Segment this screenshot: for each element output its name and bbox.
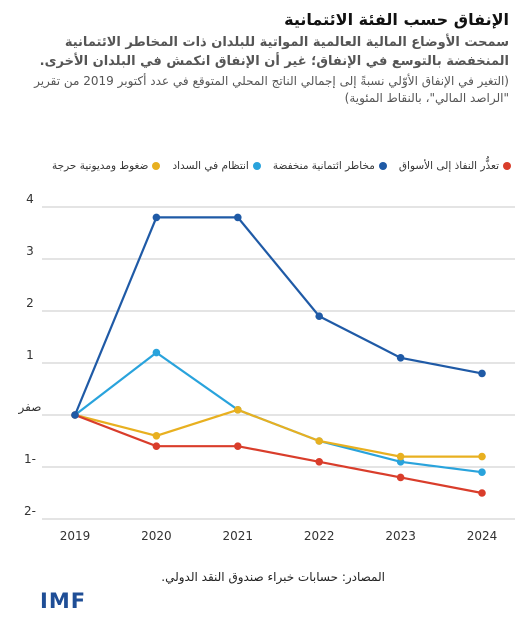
y-tick-label: 1 bbox=[26, 348, 34, 362]
legend-swatch bbox=[252, 162, 261, 170]
y-tick-label: 2 bbox=[26, 296, 34, 310]
y-tick-label: 4 bbox=[26, 192, 34, 206]
y-tick-label: 2- bbox=[24, 504, 36, 518]
legend-item: مخاطر ائتمانية منخفضة bbox=[273, 160, 387, 172]
data-point bbox=[315, 437, 324, 445]
legend-item: ضغوط ومديونية حرجة bbox=[52, 160, 161, 172]
data-point bbox=[152, 213, 161, 222]
data-point bbox=[71, 411, 79, 419]
x-tick-label: 2023 bbox=[385, 529, 416, 543]
legend-swatch bbox=[503, 162, 511, 170]
x-tick-label: 2020 bbox=[141, 529, 172, 543]
data-point bbox=[396, 458, 405, 466]
data-point bbox=[478, 468, 486, 477]
legend-label: ضغوط ومديونية حرجة bbox=[52, 160, 149, 172]
data-point bbox=[152, 432, 161, 440]
data-point bbox=[152, 442, 161, 451]
series-line bbox=[74, 408, 482, 458]
series-line bbox=[74, 413, 483, 495]
chart-title: الإنفاق حسب الفئة الائتمانية bbox=[284, 10, 509, 29]
data-point bbox=[315, 312, 324, 320]
legend-label: مخاطر ائتمانية منخفضة bbox=[272, 160, 375, 172]
data-point bbox=[234, 406, 242, 414]
legend-swatch bbox=[152, 162, 161, 170]
chart-subtitle: سمحت الأوضاع المالية العالمية المواتية ل… bbox=[39, 35, 509, 69]
chart-legend: تعذُّر النفاذ إلى الأسواق مخاطر ائتمانية … bbox=[11, 160, 511, 172]
data-point bbox=[396, 452, 405, 461]
legend-item: انتظام في السداد bbox=[172, 160, 261, 172]
data-point bbox=[478, 489, 486, 497]
x-tick-label: 2021 bbox=[223, 529, 254, 543]
imf-logo: IMF bbox=[40, 589, 87, 613]
line-chart: 4 3 2 1 صفر 1- 2- 2019 2020 2021 2022 2023 2024 bbox=[18, 192, 515, 543]
y-tick-label: صفر bbox=[18, 400, 42, 415]
x-tick-label: 2019 bbox=[60, 529, 91, 543]
series-line bbox=[73, 216, 483, 416]
data-point bbox=[152, 348, 161, 357]
chart-header: الإنفاق حسب الفئة الائتمانية سمحت الأوضا… bbox=[14, 10, 509, 107]
data-point bbox=[478, 369, 486, 378]
x-tick-label: 2024 bbox=[467, 529, 498, 543]
data-point bbox=[234, 213, 242, 222]
data-point bbox=[478, 452, 486, 461]
legend-label: تعذُّر النفاذ إلى الأسواق bbox=[398, 160, 499, 172]
data-point bbox=[396, 473, 405, 482]
legend-label: انتظام في السداد bbox=[172, 160, 249, 172]
legend-item: تعذُّر النفاذ إلى الأسواق bbox=[399, 160, 511, 172]
legend-swatch bbox=[378, 162, 387, 170]
data-point bbox=[396, 354, 405, 362]
y-tick-label: 3 bbox=[26, 244, 34, 258]
data-point bbox=[234, 442, 242, 451]
y-tick-label: 1- bbox=[24, 452, 36, 466]
chart-note: (التغير في الإنفاق الأوّلي نسبةً إلى إجم… bbox=[34, 74, 509, 105]
x-tick-label: 2022 bbox=[304, 529, 335, 543]
source-note: المصادر: حسابات خبراء صندوق النقد الدولي… bbox=[161, 570, 385, 584]
data-point bbox=[315, 458, 324, 466]
